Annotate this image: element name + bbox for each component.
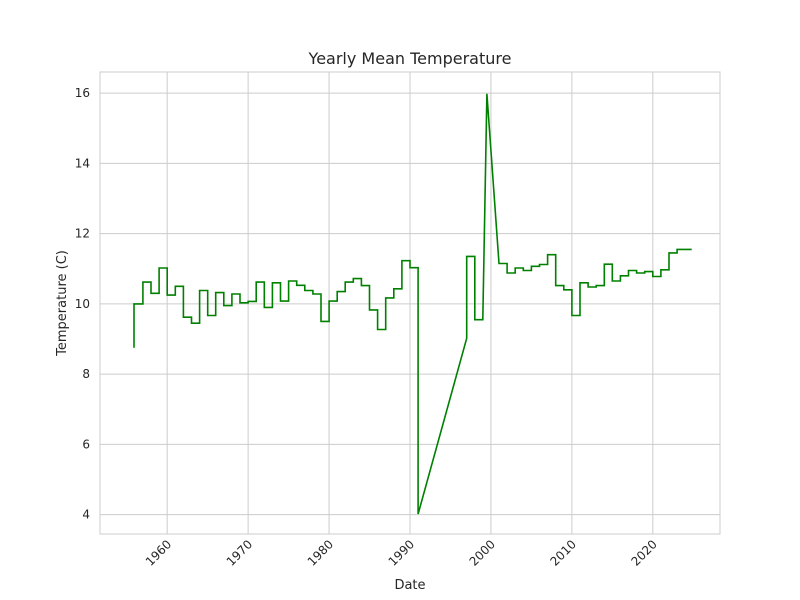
- x-tick-label: 1970: [224, 537, 255, 568]
- plot-frame: [99, 71, 721, 535]
- x-tick-label: 1990: [386, 537, 417, 568]
- y-tick-label: 10: [75, 297, 90, 311]
- x-tick-labels: 1960 1970 1980 1990 2000 2010 2020: [143, 537, 660, 568]
- y-tick-label: 8: [82, 367, 90, 381]
- x-axis-title: Date: [394, 578, 425, 593]
- y-tick-label: 6: [82, 437, 90, 451]
- series-group: [133, 93, 692, 515]
- chart-title: Yearly Mean Temperature: [308, 49, 512, 68]
- y-tick-label: 12: [75, 227, 90, 241]
- x-tick-label: 2010: [548, 537, 579, 568]
- y-tick-labels: 4 6 8 10 12 14 16: [75, 86, 90, 522]
- temperature-series-line: [133, 93, 692, 515]
- x-tick-label: 2000: [467, 537, 498, 568]
- y-tick-label: 14: [75, 156, 90, 170]
- x-tick-label: 1960: [143, 537, 174, 568]
- y-axis-title: Temperature (C): [55, 250, 70, 357]
- y-tick-label: 16: [75, 86, 90, 100]
- x-tick-label: 2020: [628, 537, 659, 568]
- y-tick-label: 4: [82, 508, 90, 522]
- x-tick-label: 1980: [305, 537, 336, 568]
